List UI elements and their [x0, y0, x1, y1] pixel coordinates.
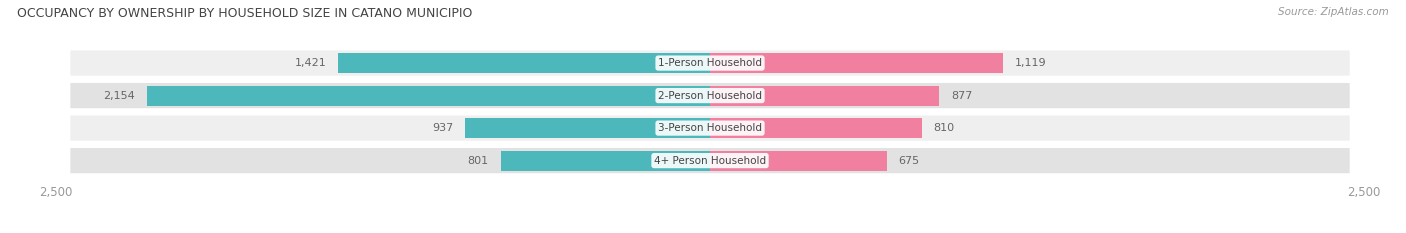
Bar — [710, 118, 922, 138]
Bar — [501, 151, 710, 171]
Bar — [465, 118, 710, 138]
Text: 1,421: 1,421 — [295, 58, 326, 68]
Text: 2-Person Household: 2-Person Household — [658, 91, 762, 101]
Text: 937: 937 — [432, 123, 453, 133]
Text: Source: ZipAtlas.com: Source: ZipAtlas.com — [1278, 7, 1389, 17]
FancyBboxPatch shape — [69, 147, 1351, 174]
Text: 3-Person Household: 3-Person Household — [658, 123, 762, 133]
FancyBboxPatch shape — [69, 82, 1351, 109]
Text: 877: 877 — [950, 91, 973, 101]
Legend: Owner-occupied, Renter-occupied: Owner-occupied, Renter-occupied — [581, 230, 839, 233]
FancyBboxPatch shape — [69, 49, 1351, 77]
Text: 810: 810 — [934, 123, 955, 133]
FancyBboxPatch shape — [69, 114, 1351, 142]
Text: OCCUPANCY BY OWNERSHIP BY HOUSEHOLD SIZE IN CATANO MUNICIPIO: OCCUPANCY BY OWNERSHIP BY HOUSEHOLD SIZE… — [17, 7, 472, 20]
Text: 801: 801 — [468, 156, 489, 166]
Bar — [710, 151, 887, 171]
Text: 1,119: 1,119 — [1015, 58, 1046, 68]
Bar — [710, 53, 1002, 73]
Text: 4+ Person Household: 4+ Person Household — [654, 156, 766, 166]
Text: 675: 675 — [898, 156, 920, 166]
Bar — [146, 86, 710, 106]
Text: 1-Person Household: 1-Person Household — [658, 58, 762, 68]
Bar — [710, 86, 939, 106]
Bar — [339, 53, 710, 73]
Text: 2,154: 2,154 — [103, 91, 135, 101]
